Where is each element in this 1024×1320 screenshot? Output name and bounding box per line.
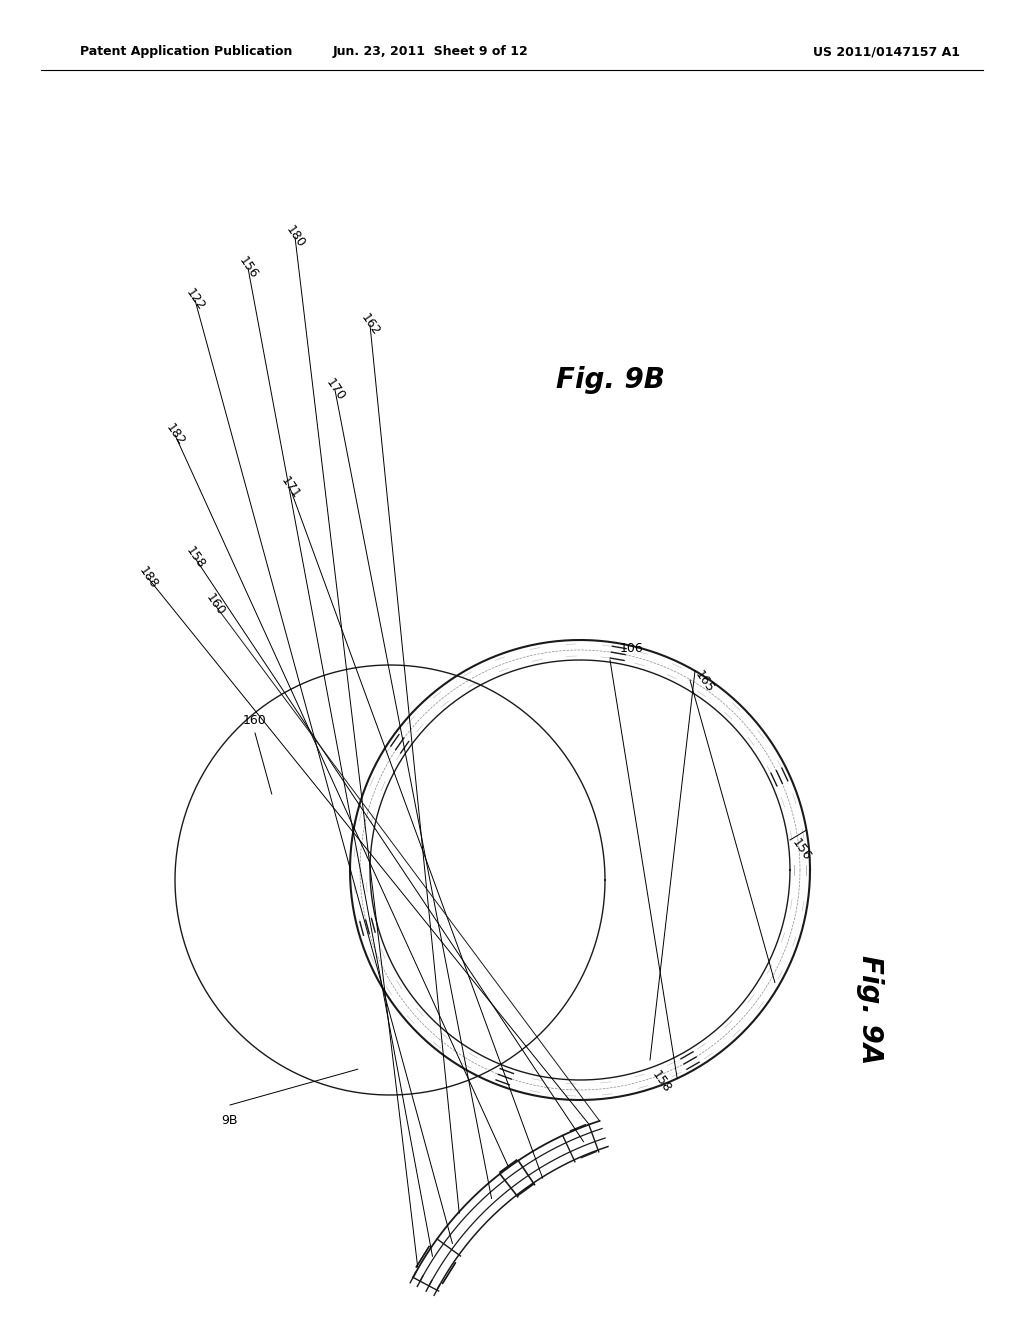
Text: 182: 182 <box>163 421 187 449</box>
Text: Fig. 9B: Fig. 9B <box>556 366 665 393</box>
Text: 165: 165 <box>692 668 717 696</box>
Text: 156: 156 <box>236 255 260 281</box>
Text: 160: 160 <box>203 591 227 619</box>
Text: 156: 156 <box>790 837 814 863</box>
Text: 122: 122 <box>183 286 207 313</box>
Text: Jun. 23, 2011  Sheet 9 of 12: Jun. 23, 2011 Sheet 9 of 12 <box>332 45 528 58</box>
Text: 180: 180 <box>283 223 307 251</box>
Text: Patent Application Publication: Patent Application Publication <box>80 45 293 58</box>
Text: 162: 162 <box>358 312 382 338</box>
Text: 171: 171 <box>278 475 302 502</box>
Text: US 2011/0147157 A1: US 2011/0147157 A1 <box>813 45 961 58</box>
Text: 188: 188 <box>136 565 160 591</box>
Text: 170: 170 <box>323 376 347 404</box>
Text: 9B: 9B <box>222 1114 239 1126</box>
Text: 106: 106 <box>620 642 644 655</box>
Text: 158: 158 <box>649 1068 674 1096</box>
Text: 160: 160 <box>243 714 267 727</box>
Text: Fig. 9A: Fig. 9A <box>856 956 884 1065</box>
Text: 158: 158 <box>183 544 207 572</box>
